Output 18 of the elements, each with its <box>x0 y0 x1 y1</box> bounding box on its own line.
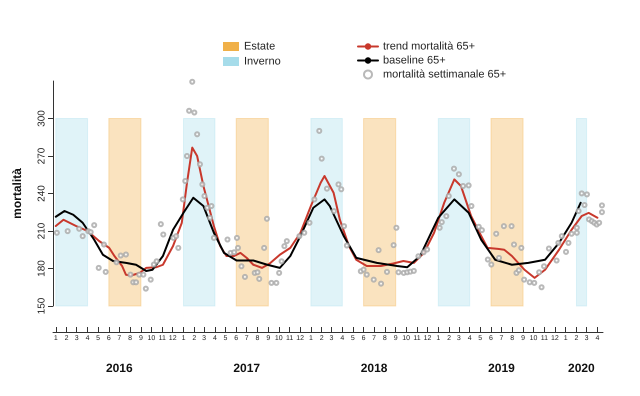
legend-label: trend mortalità 65+ <box>383 40 476 52</box>
y-tick-label: 180 <box>36 260 48 277</box>
y-tick-label: 210 <box>36 222 48 240</box>
y-tick-label: 300 <box>36 110 48 127</box>
x2-tick-label: 2019 <box>488 361 516 375</box>
y-axis-title: mortalità <box>10 168 24 219</box>
y-tick-label: 150 <box>36 297 48 314</box>
y-tick-label: 270 <box>36 147 48 164</box>
y-tick-label: 240 <box>36 184 48 202</box>
x2-tick-label: 2017 <box>233 361 260 375</box>
line-series <box>54 146 598 279</box>
legend-label: mortalità settimanale 65+ <box>383 68 506 80</box>
x2-tick-label: 2018 <box>360 361 388 375</box>
x2-tick-label: 2020 <box>568 361 596 375</box>
legend-label: Inverno <box>244 56 281 68</box>
legend-label: baseline 65+ <box>383 54 446 66</box>
legend-label: Estate <box>244 40 276 52</box>
x2-tick-label: 2016 <box>106 361 133 375</box>
